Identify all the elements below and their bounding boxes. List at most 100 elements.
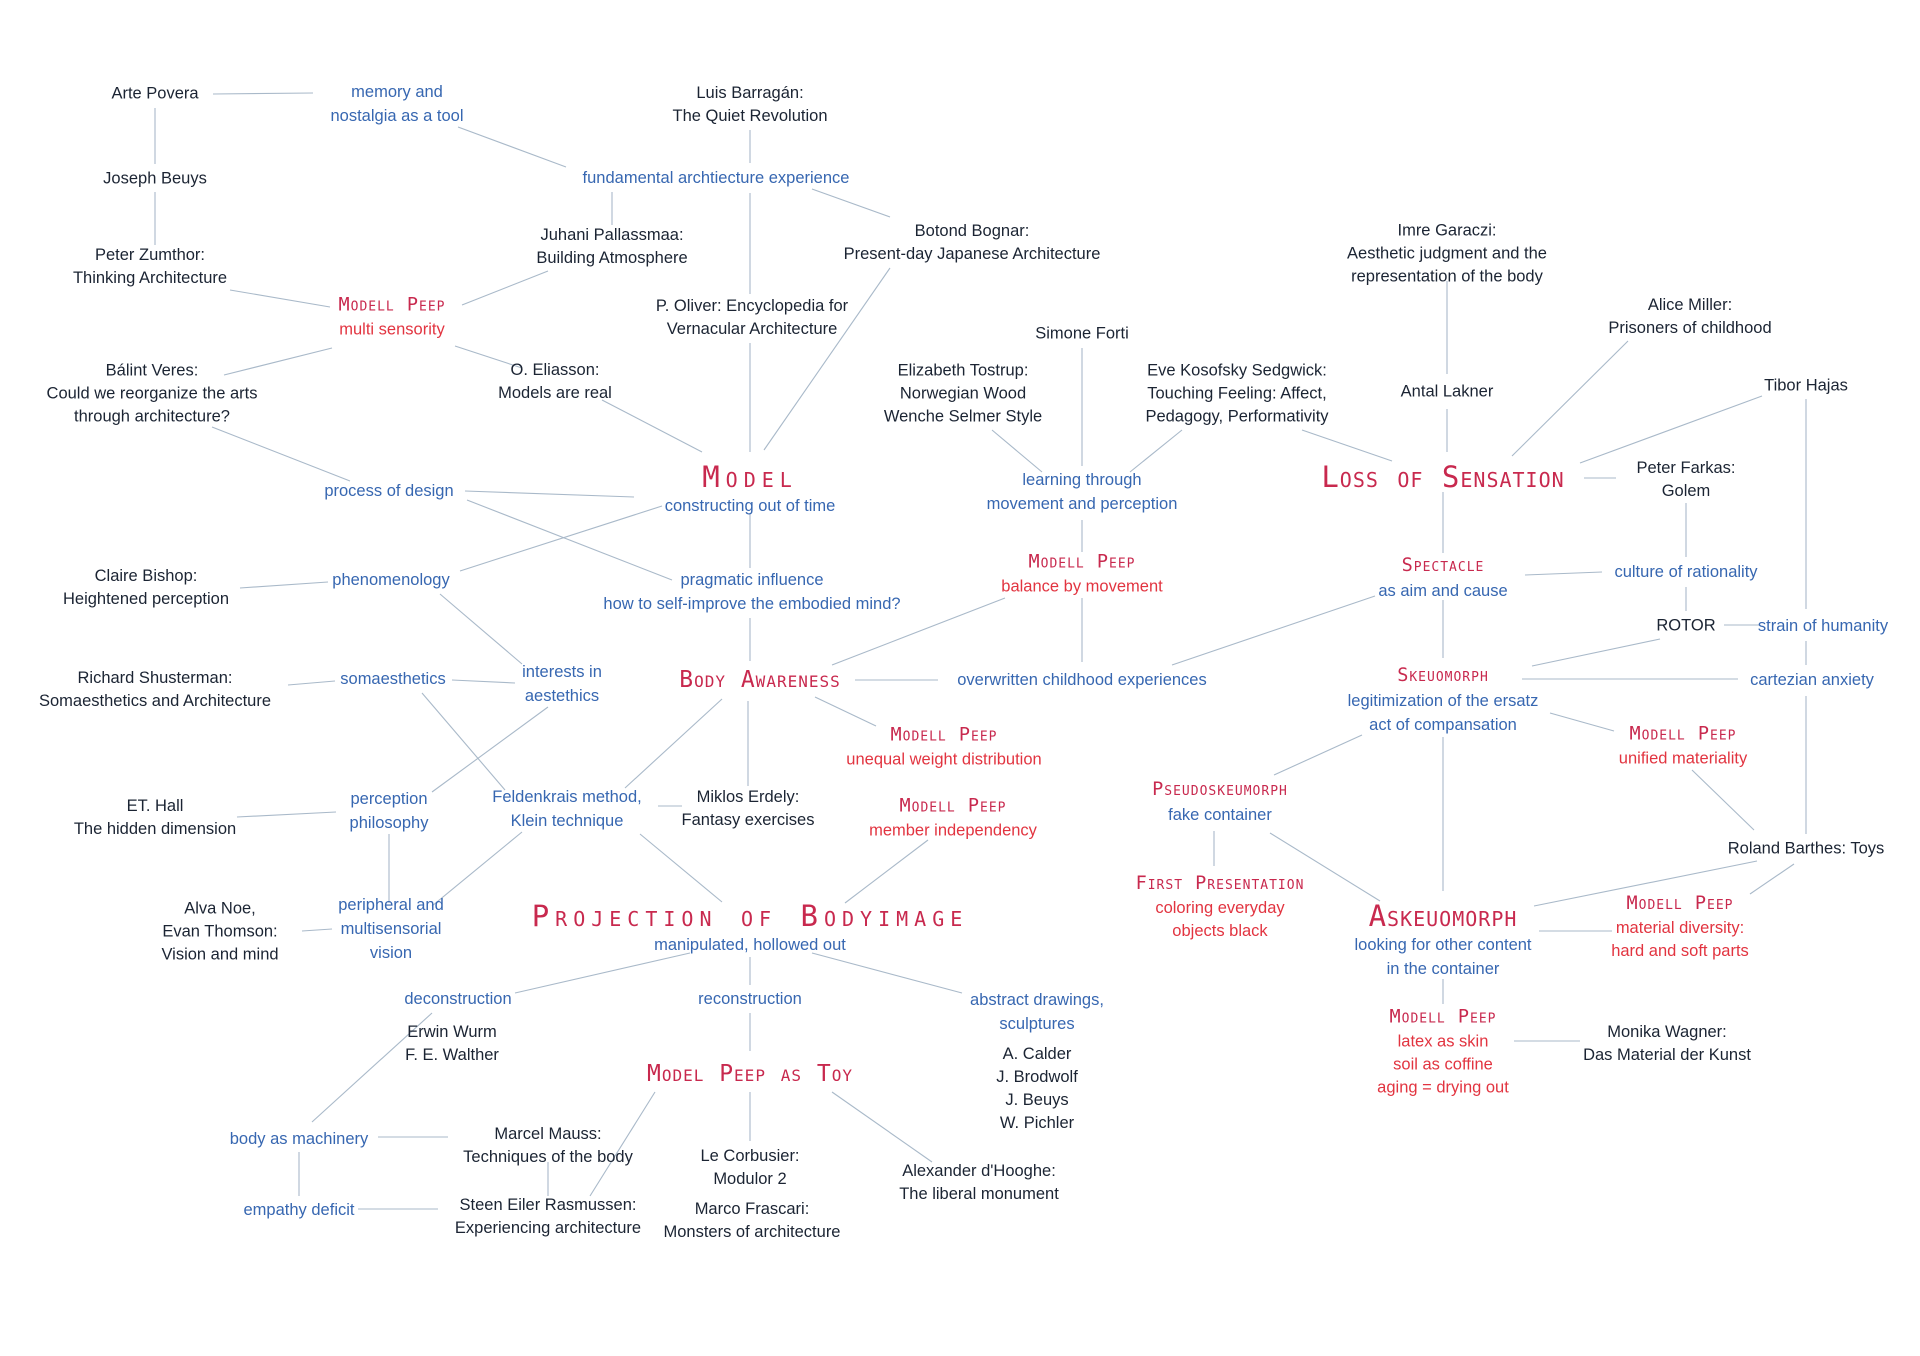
node-modell-peep-multi-sensority: Modell Peep multi sensority (338, 293, 445, 342)
node-sculptors-list: A. Calder J. Brodwolf J. Beuys W. Pichler (996, 1043, 1078, 1135)
node-rotor-line: ROTOR (1656, 616, 1716, 635)
node-peter-zumthor-line: Peter Zumthor: (94, 246, 206, 264)
edge-line (514, 952, 691, 994)
edge-line (1531, 638, 1661, 667)
node-askeuomorph-line: in the container (1386, 960, 1500, 978)
edge-line (1269, 832, 1381, 902)
node-modell-peep-member: Modell Peep member independency (869, 794, 1037, 843)
node-modell-peep-unified: Modell Peep unified materiality (1619, 722, 1747, 771)
node-cartezian-anxiety: cartezian anxiety (1750, 668, 1874, 692)
node-marcel-mauss: Marcel Mauss: Techniques of the body (463, 1123, 633, 1169)
node-erwin-wurm-walther-line: F. E. Walther (405, 1046, 499, 1064)
edge-line (1301, 429, 1393, 462)
node-modell-peep-balance-line: balance by movement (1001, 577, 1163, 596)
node-eve-kosofsky-sedgwick-line: Pedagogy, Performativity (1145, 407, 1329, 426)
node-skeuomorph: Skeuomorph legitimization of the ersatz ac… (1348, 663, 1539, 737)
node-erwin-wurm-walther-line: Erwin Wurm (407, 1023, 497, 1041)
node-empathy-deficit-line: empathy deficit (243, 1201, 355, 1219)
edge-line (811, 188, 891, 218)
node-interests-in-aestethics: interests in aestethics (522, 660, 602, 708)
edge-line (229, 289, 331, 308)
node-first-presentation-line: objects black (1172, 922, 1268, 940)
node-culture-of-rationality: culture of rationality (1614, 560, 1757, 584)
node-sculptors-list-line: J. Beuys (1005, 1091, 1069, 1109)
node-interests-in-aestethics-line: aestethics (524, 687, 600, 705)
edge-line (601, 399, 703, 453)
node-modell-peep-latex: Modell Peep latex as skin soil as coffine a… (1377, 1005, 1509, 1100)
node-monika-wagner: Monika Wagner: Das Material der Kunst (1583, 1021, 1751, 1067)
node-model: Model constructing out of time (665, 460, 836, 518)
edge-line (211, 426, 351, 482)
edge-line (1524, 571, 1603, 576)
node-peter-farkas: Peter Farkas: Golem (1636, 457, 1735, 503)
node-steen-rasmussen-line: Experiencing architecture (454, 1219, 642, 1237)
node-marco-frascari-line: Monsters of architecture (663, 1223, 841, 1241)
edge-line (814, 696, 877, 727)
node-alva-noe-line: Evan Thomson: (162, 922, 278, 941)
edge-line (421, 692, 506, 791)
node-claire-bishop-line: Claire Bishop: (94, 567, 198, 585)
node-pseudoskeumorph-line: Pseudoskeumorph (1152, 779, 1288, 800)
node-spectacle-line: Spectacle (1401, 555, 1485, 576)
node-eve-kosofsky-sedgwick: Eve Kosofsky Sedgwick: Touching Feeling: … (1145, 360, 1328, 429)
node-balint-veres-line: through architecture? (74, 407, 230, 426)
node-eve-kosofsky-sedgwick-line: Eve Kosofsky Sedgwick: (1147, 361, 1327, 380)
node-model-line: Model (702, 460, 798, 494)
edge-line (831, 597, 1006, 666)
node-perception-philosophy: perception philosophy (350, 787, 429, 835)
edge-line (589, 1091, 656, 1197)
node-peter-zumthor-line: Thinking Architecture (72, 269, 228, 287)
node-spectacle: Spectacle as aim and cause (1378, 553, 1507, 603)
edge-line (464, 490, 635, 498)
node-le-corbusier: Le Corbusier: Modulor 2 (700, 1145, 799, 1191)
node-luis-barragan: Luis Barragán: The Quiet Revolution (672, 82, 827, 128)
node-somaesthetics: somaesthetics (340, 667, 445, 691)
node-abstract-drawings-line: sculptures (999, 1015, 1075, 1033)
edge-line (991, 429, 1043, 473)
node-sculptors-list-line: A. Calder (1002, 1045, 1072, 1063)
node-imre-garaczi: Imre Garaczi: Aesthetic judgment and the r… (1347, 220, 1547, 289)
node-alice-miller: Alice Miller: Prisoners of childhood (1608, 294, 1771, 340)
node-modell-peep-member-line: Modell Peep (899, 795, 1007, 817)
node-elizabeth-tostrup-line: Elizabeth Tostrup: (897, 361, 1029, 380)
node-memory-nostalgia: memory and nostalgia as a tool (330, 80, 463, 128)
edge-line (236, 811, 337, 818)
node-sculptors-list-line: J. Brodwolf (996, 1068, 1078, 1086)
node-body-awareness-line: Body Awareness (679, 667, 841, 693)
node-pragmatic-influence-line: how to self-improve the embodied mind? (603, 595, 901, 613)
node-pragmatic-influence: pragmatic influence how to self-improve t… (603, 568, 900, 616)
node-marco-frascari-line: Marco Frascari: (694, 1200, 810, 1218)
node-somaesthetics-line: somaesthetics (340, 670, 446, 688)
node-juhani-pallassmaa-line: Juhani Pallassmaa: (540, 226, 684, 244)
node-learning-through-movement: learning through movement and perception (987, 468, 1178, 516)
node-roland-barthes: Roland Barthes: Toys (1728, 838, 1885, 861)
node-o-eliasson-line: Models are real (498, 384, 612, 402)
node-feldenkrais: Feldenkrais method, Klein technique (492, 785, 642, 833)
node-antal-lakner: Antal Lakner (1401, 381, 1494, 404)
edge-line (431, 831, 523, 907)
edge-line (844, 839, 929, 904)
node-botond-bognar-line: Botond Bognar: (914, 222, 1030, 240)
node-modell-peep-material-line: hard and soft parts (1611, 942, 1749, 960)
node-modell-peep-latex-line: aging = drying out (1377, 1078, 1509, 1097)
node-strain-of-humanity: strain of humanity (1758, 614, 1888, 638)
node-peter-zumthor: Peter Zumthor: Thinking Architecture (73, 244, 227, 290)
node-juhani-pallassmaa-line: Building Atmosphere (536, 249, 688, 267)
node-botond-bognar-line: Present-day Japanese Architecture (843, 245, 1101, 263)
node-p-oliver-line: Vernacular Architecture (666, 320, 838, 338)
node-strain-of-humanity-line: strain of humanity (1757, 617, 1889, 635)
node-miklos-erdely: Miklos Erdely: Fantasy exercises (682, 786, 815, 832)
edge-line (454, 345, 523, 369)
node-alexander-dhooghe-line: The liberal monument (899, 1185, 1059, 1203)
node-miklos-erdely-line: Fantasy exercises (681, 811, 815, 829)
node-alva-noe-line: Vision and mind (161, 945, 279, 964)
node-claire-bishop: Claire Bishop: Heightened perception (63, 565, 229, 611)
node-deconstruction: deconstruction (404, 987, 511, 1011)
node-p-oliver-line: P. Oliver: Encyclopedia for (655, 297, 849, 315)
node-imre-garaczi-line: representation of the body (1351, 267, 1543, 286)
node-deconstruction-line: deconstruction (404, 990, 512, 1008)
edge-line (639, 833, 723, 903)
edge-line (1273, 734, 1363, 776)
node-modell-peep-multi-sensority-line: Modell Peep (338, 294, 446, 316)
node-alice-miller-line: Prisoners of childhood (1608, 319, 1772, 337)
